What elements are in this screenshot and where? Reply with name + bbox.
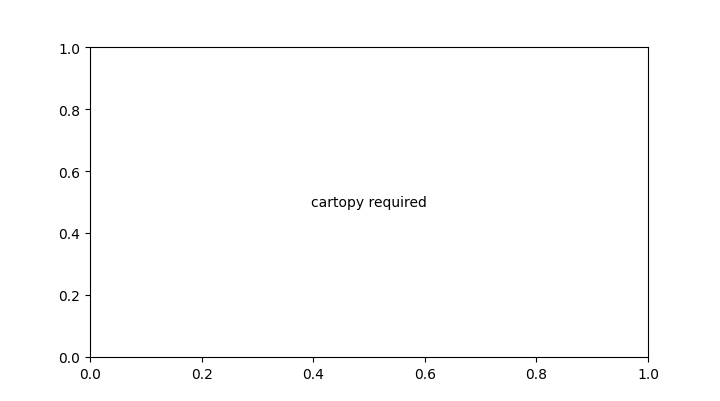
Text: cartopy required: cartopy required — [311, 196, 427, 209]
